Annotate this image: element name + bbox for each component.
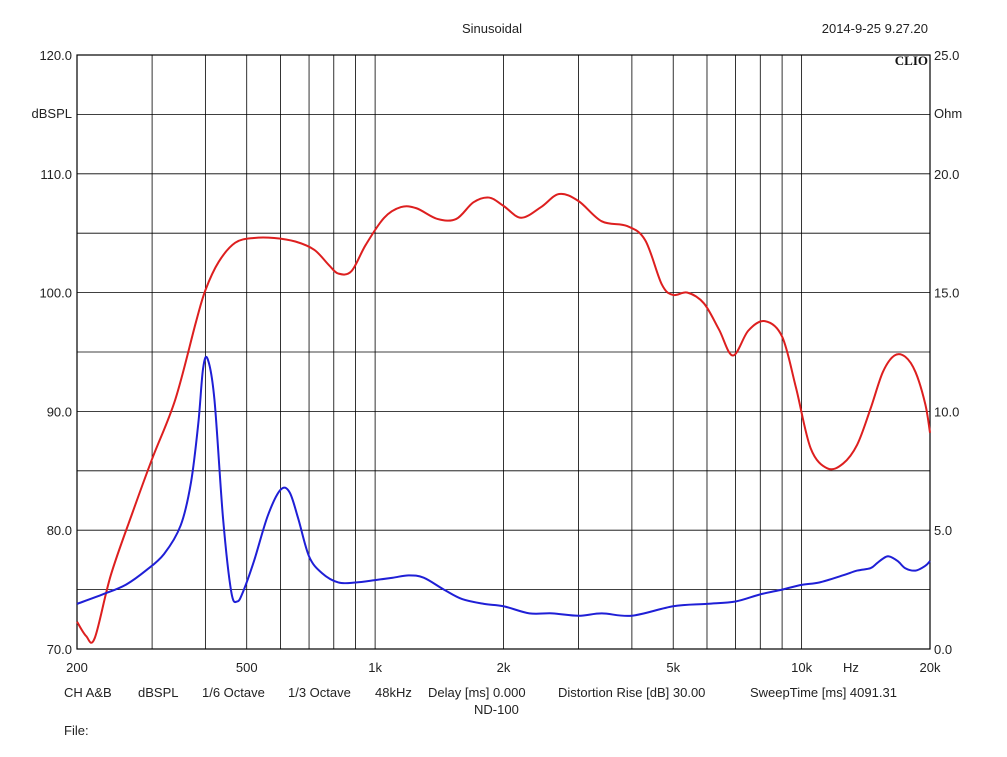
chart-labels: Sinusoidal 2014-9-25 9.27.20 CLIO dBSPL … bbox=[32, 21, 963, 675]
x-tick-label: 200 bbox=[66, 660, 88, 675]
file-row: File: bbox=[0, 723, 1007, 741]
chart-series bbox=[76, 192, 931, 644]
x-tick-label: 500 bbox=[236, 660, 258, 675]
clio-brand-label: CLIO bbox=[895, 53, 928, 68]
y-right-axis-label: Ohm bbox=[934, 106, 962, 121]
delay-label: Delay [ms] 0.000 bbox=[428, 685, 526, 700]
plot-frame bbox=[76, 54, 931, 650]
distortion-label: Distortion Rise [dB] 30.00 bbox=[558, 685, 706, 700]
measurement-info-bar: CH A&B dBSPL 1/6 Octave 1/3 Octave 48kHz… bbox=[0, 685, 1007, 703]
file-label: File: bbox=[64, 723, 89, 738]
unit-label: dBSPL bbox=[138, 685, 179, 700]
x-axis-unit-label: Hz bbox=[843, 660, 859, 675]
y-right-tick-label: 25.0 bbox=[934, 48, 959, 63]
x-tick-label: 1k bbox=[368, 660, 382, 675]
y-right-tick-label: 0.0 bbox=[934, 642, 952, 657]
impedance-line bbox=[76, 355, 931, 617]
y-right-tick-label: 20.0 bbox=[934, 167, 959, 182]
sweep-time-label: SweepTime [ms] 4091.31 bbox=[750, 685, 897, 700]
octave-1-label: 1/6 Octave bbox=[202, 685, 265, 700]
y-left-tick-label: 80.0 bbox=[47, 523, 72, 538]
y-left-tick-label: 90.0 bbox=[47, 404, 72, 419]
y-left-tick-label: 110.0 bbox=[40, 167, 72, 182]
octave-2-label: 1/3 Octave bbox=[288, 685, 351, 700]
y-right-tick-label: 15.0 bbox=[934, 286, 959, 301]
y-right-tick-label: 10.0 bbox=[934, 404, 959, 419]
x-tick-label: 2k bbox=[497, 660, 511, 675]
y-left-tick-label: 100.0 bbox=[39, 286, 72, 301]
y-left-tick-label: 120.0 bbox=[39, 48, 72, 63]
y-left-tick-label: 70.0 bbox=[47, 642, 72, 657]
sample-rate-label: 48kHz bbox=[375, 685, 412, 700]
spl-response-line bbox=[76, 192, 931, 644]
channel-label: CH A&B bbox=[64, 685, 112, 700]
device-name-row: ND-100 bbox=[0, 702, 1007, 720]
chart-grid bbox=[76, 54, 931, 650]
y-right-tick-label: 5.0 bbox=[934, 523, 952, 538]
device-name-label: ND-100 bbox=[474, 702, 519, 717]
chart-title: Sinusoidal bbox=[462, 21, 522, 36]
x-tick-label: 10k bbox=[791, 660, 812, 675]
y-left-axis-label: dBSPL bbox=[32, 106, 72, 121]
chart-timestamp: 2014-9-25 9.27.20 bbox=[822, 21, 928, 36]
x-tick-label: 5k bbox=[666, 660, 680, 675]
x-tick-label: 20k bbox=[920, 660, 941, 675]
